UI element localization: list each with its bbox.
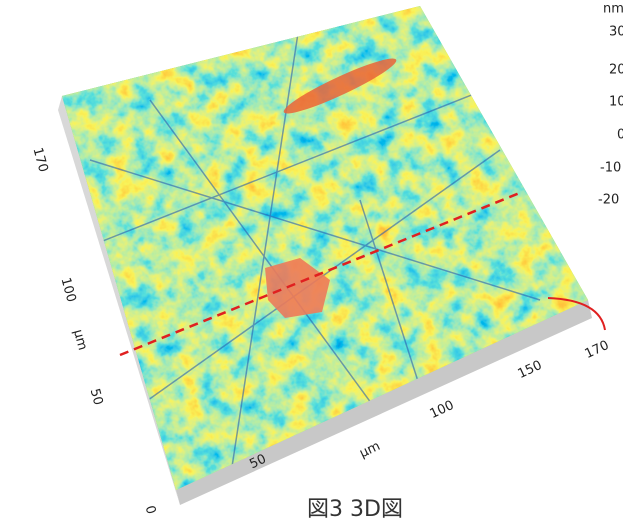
- colorbar-labels: nm 30 20 10 0 -10 -20: [598, 2, 623, 208]
- colorbar-label: -20: [598, 193, 619, 208]
- axis-label: 100: [428, 398, 457, 422]
- axis-label: µm: [357, 439, 382, 461]
- colorbar-label: 0: [617, 128, 623, 143]
- axis-label: µm: [70, 328, 90, 352]
- axis-label: 0: [142, 504, 159, 516]
- axis-label: 150: [516, 358, 545, 382]
- colorbar-label: 30: [609, 25, 623, 40]
- axis-label: 170: [30, 146, 51, 174]
- figure: nm 30 20 10 0 -10 -20 170 100 µm 50 0 50…: [0, 0, 623, 530]
- axis-label: 50: [87, 387, 106, 407]
- page: nm 30 20 10 0 -10 -20 170 100 µm 50 0 50…: [0, 0, 623, 530]
- axis-label: 170: [583, 338, 612, 362]
- axis-label: 100: [58, 276, 79, 304]
- colorbar-label: 10: [609, 95, 623, 110]
- colorbar-unit: nm: [603, 2, 623, 17]
- caption: 図3 3D図: [307, 497, 403, 522]
- colorbar-label: 20: [609, 63, 623, 78]
- colorbar-label: -10: [600, 161, 621, 176]
